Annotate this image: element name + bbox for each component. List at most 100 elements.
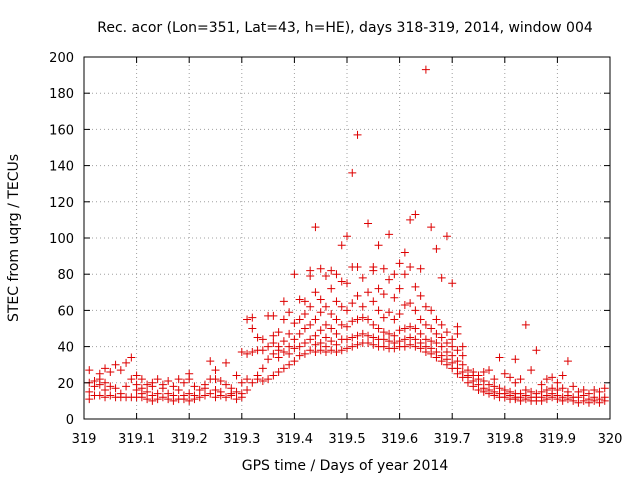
data-point [485,366,494,375]
data-point [222,393,231,402]
x-tick-label: 319.1 [118,432,155,447]
data-point [127,353,136,362]
data-point [506,387,515,396]
data-point [506,373,515,382]
data-point [253,375,262,384]
x-tick-label: 319.2 [171,432,208,447]
data-point [411,335,420,344]
data-point [148,396,157,405]
data-point [327,346,336,355]
data-point [332,348,341,357]
data-point [442,355,451,364]
y-tick-label: 0 [66,413,74,428]
data-point [264,355,273,364]
data-point [143,387,152,396]
x-tick-label: 319.8 [486,432,523,447]
data-point [527,387,536,396]
data-point [427,223,436,232]
data-point [211,375,220,384]
data-point [216,376,225,385]
y-tick-label: 100 [49,232,74,247]
y-axis-title: STEC from uqrg / TECUs [6,154,22,322]
x-tick-labels: 319 319.1 319.2 319.3 319.4 319.5 319.6 319.7 31… [72,432,623,447]
data-point [364,219,373,228]
data-point [185,389,194,398]
data-point [311,331,320,340]
data-point [290,357,299,366]
data-point [458,360,467,369]
data-point [316,326,325,335]
data-point [395,284,404,293]
data-point [116,366,125,375]
data-point [453,329,462,338]
data-point [427,337,436,346]
data-point [343,306,351,315]
data-point [348,168,357,177]
data-point [521,386,530,395]
data-point [190,391,199,400]
data-point [332,270,341,279]
data-point [227,389,236,398]
data-point [174,375,183,384]
data-point [379,313,388,322]
data-point [400,300,409,309]
data-point [379,264,388,273]
data-point [379,342,388,351]
data-point [511,355,520,364]
data-point [411,306,420,315]
data-point [395,337,404,346]
data-point [400,324,409,333]
data-point [337,241,346,250]
data-point [416,329,425,338]
data-point [374,306,383,315]
data-point [85,387,94,396]
data-point [258,335,267,344]
data-point [421,335,430,344]
data-point [337,346,346,355]
data-point [406,215,415,224]
data-point [364,315,373,324]
data-point [274,367,283,376]
data-point [327,310,336,319]
data-point [343,335,351,344]
data-point [406,262,415,271]
data-point [364,331,373,340]
data-point [395,310,404,319]
data-point [195,386,204,395]
data-point [169,391,178,400]
data-points [85,65,609,407]
data-point [106,382,115,391]
data-point [311,223,320,232]
data-point [448,279,457,288]
data-point [153,389,162,398]
data-point [253,333,262,342]
data-point [421,302,430,311]
data-point [406,333,415,342]
data-point [521,320,530,329]
data-point [332,297,341,306]
data-point [306,302,315,311]
data-point [406,340,415,349]
data-point [332,315,341,324]
data-point [532,389,541,398]
data-point [600,393,609,402]
data-point [258,364,267,373]
data-point [232,387,241,396]
data-point [211,366,220,375]
data-point [353,262,362,271]
data-point [264,375,273,384]
data-point [337,302,346,311]
data-point [327,266,336,275]
data-point [595,395,604,404]
data-point [374,241,383,250]
axis-ticks [83,56,611,420]
data-point [243,315,252,324]
data-point [311,288,320,297]
data-point [274,353,283,362]
data-point [95,380,104,389]
data-point [474,371,483,380]
data-point [411,342,420,351]
data-point [321,302,330,311]
x-tick-label: 319.6 [381,432,418,447]
